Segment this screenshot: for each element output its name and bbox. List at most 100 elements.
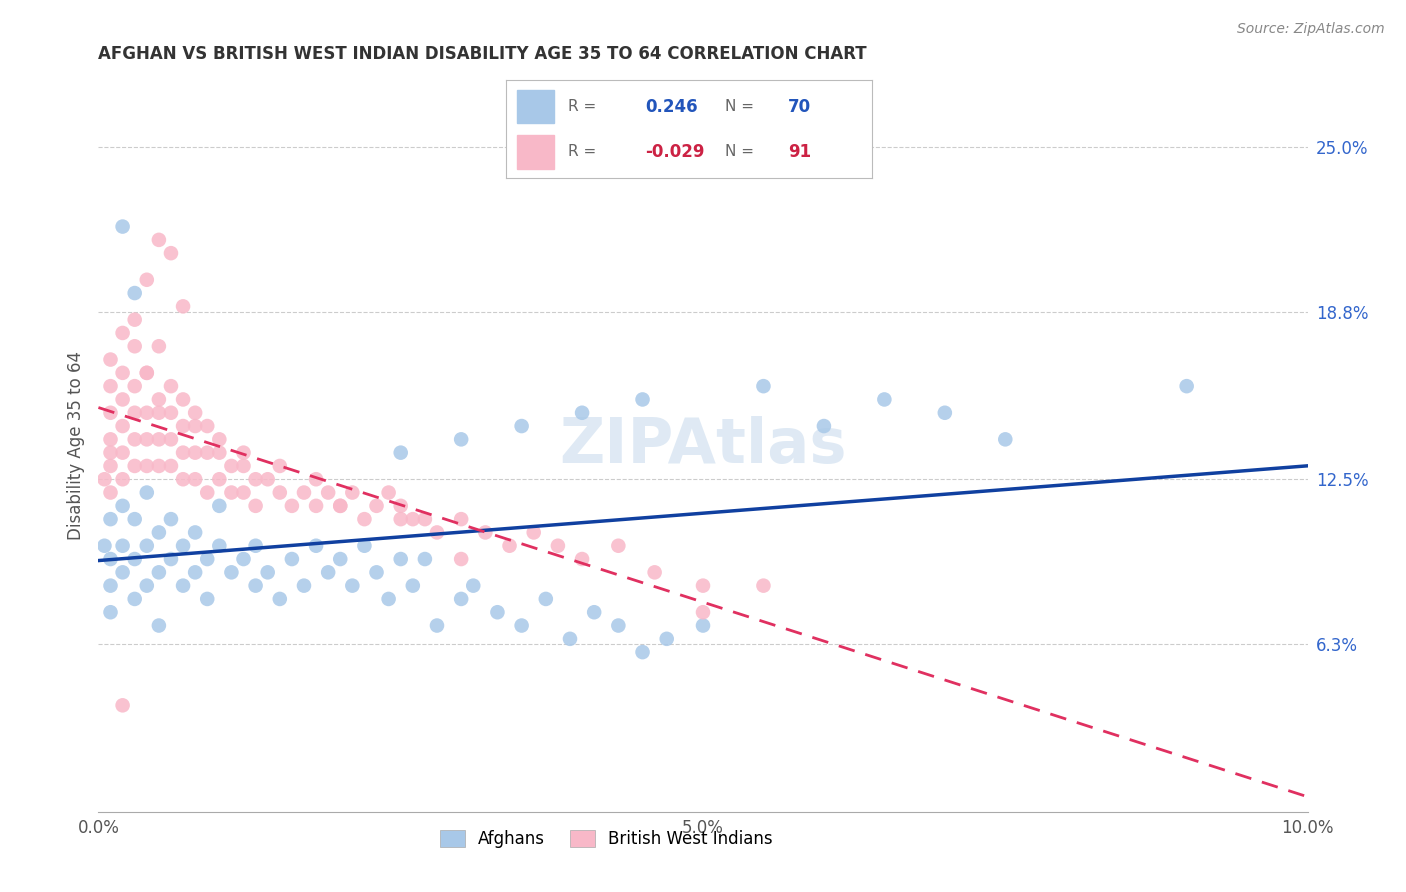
Point bbox=[148, 233, 170, 247]
Point bbox=[100, 433, 122, 447]
Point bbox=[534, 591, 557, 606]
Point bbox=[208, 433, 231, 447]
Point bbox=[135, 273, 157, 287]
Point bbox=[148, 618, 170, 632]
Point bbox=[124, 458, 146, 473]
Text: N =: N = bbox=[725, 99, 755, 114]
Point bbox=[124, 433, 146, 447]
Point bbox=[195, 552, 218, 566]
Point bbox=[607, 618, 630, 632]
Point bbox=[124, 406, 146, 420]
Point bbox=[510, 419, 533, 434]
Point bbox=[135, 366, 157, 380]
Point bbox=[752, 579, 775, 593]
Point bbox=[245, 472, 267, 486]
Point bbox=[692, 605, 714, 619]
Point bbox=[172, 579, 194, 593]
Point bbox=[111, 419, 134, 434]
Point bbox=[184, 445, 207, 459]
Point bbox=[413, 512, 436, 526]
Point bbox=[292, 485, 315, 500]
Point bbox=[292, 579, 315, 593]
Point bbox=[93, 539, 115, 553]
Point bbox=[413, 552, 436, 566]
Point bbox=[135, 579, 157, 593]
Point bbox=[498, 539, 520, 553]
Point bbox=[124, 339, 146, 353]
Point bbox=[583, 605, 606, 619]
Point bbox=[353, 512, 375, 526]
Point bbox=[100, 352, 122, 367]
Point bbox=[111, 472, 134, 486]
Text: Source: ZipAtlas.com: Source: ZipAtlas.com bbox=[1237, 22, 1385, 37]
Point bbox=[256, 472, 278, 486]
Point bbox=[124, 286, 146, 301]
Point bbox=[184, 406, 207, 420]
Point bbox=[111, 445, 134, 459]
Point bbox=[644, 566, 666, 580]
Point bbox=[111, 392, 134, 407]
Text: 91: 91 bbox=[787, 143, 811, 161]
Point bbox=[160, 379, 183, 393]
Point bbox=[221, 458, 243, 473]
FancyBboxPatch shape bbox=[517, 136, 554, 169]
Point bbox=[172, 419, 194, 434]
Point bbox=[124, 379, 146, 393]
Point bbox=[100, 552, 122, 566]
Point bbox=[195, 419, 218, 434]
Point bbox=[269, 591, 291, 606]
Point bbox=[510, 618, 533, 632]
Point bbox=[245, 499, 267, 513]
Point bbox=[523, 525, 546, 540]
Point bbox=[160, 406, 183, 420]
Point bbox=[124, 552, 146, 566]
Point bbox=[184, 566, 207, 580]
Point bbox=[450, 552, 472, 566]
Point bbox=[100, 445, 122, 459]
Point bbox=[172, 472, 194, 486]
Point bbox=[377, 485, 399, 500]
Y-axis label: Disability Age 35 to 64: Disability Age 35 to 64 bbox=[66, 351, 84, 541]
Point bbox=[172, 299, 194, 313]
Point bbox=[111, 566, 134, 580]
Point bbox=[366, 499, 388, 513]
Point bbox=[232, 445, 254, 459]
Point bbox=[450, 591, 472, 606]
Point bbox=[994, 433, 1017, 447]
Point bbox=[389, 499, 412, 513]
Point bbox=[256, 566, 278, 580]
Point bbox=[148, 392, 170, 407]
Point bbox=[281, 552, 304, 566]
Text: R =: R = bbox=[568, 145, 596, 160]
Point bbox=[208, 539, 231, 553]
Text: 70: 70 bbox=[787, 98, 811, 116]
Point bbox=[692, 579, 714, 593]
Point bbox=[184, 472, 207, 486]
Point bbox=[558, 632, 581, 646]
Point bbox=[463, 579, 485, 593]
Point bbox=[232, 458, 254, 473]
Point bbox=[148, 458, 170, 473]
Point bbox=[305, 539, 328, 553]
Point bbox=[100, 406, 122, 420]
Point bbox=[474, 525, 496, 540]
Legend: Afghans, British West Indians: Afghans, British West Indians bbox=[433, 823, 779, 855]
Point bbox=[111, 219, 134, 234]
Point bbox=[342, 485, 364, 500]
Point bbox=[160, 552, 183, 566]
Point bbox=[232, 552, 254, 566]
Point bbox=[93, 472, 115, 486]
Point bbox=[111, 698, 134, 713]
Point bbox=[100, 605, 122, 619]
Point bbox=[135, 458, 157, 473]
Point bbox=[100, 458, 122, 473]
Point bbox=[221, 485, 243, 500]
Point bbox=[389, 512, 412, 526]
Point bbox=[655, 632, 678, 646]
Point bbox=[100, 512, 122, 526]
Text: 0.246: 0.246 bbox=[645, 98, 697, 116]
Point bbox=[124, 591, 146, 606]
Point bbox=[160, 246, 183, 260]
Point bbox=[389, 552, 412, 566]
Point bbox=[184, 419, 207, 434]
